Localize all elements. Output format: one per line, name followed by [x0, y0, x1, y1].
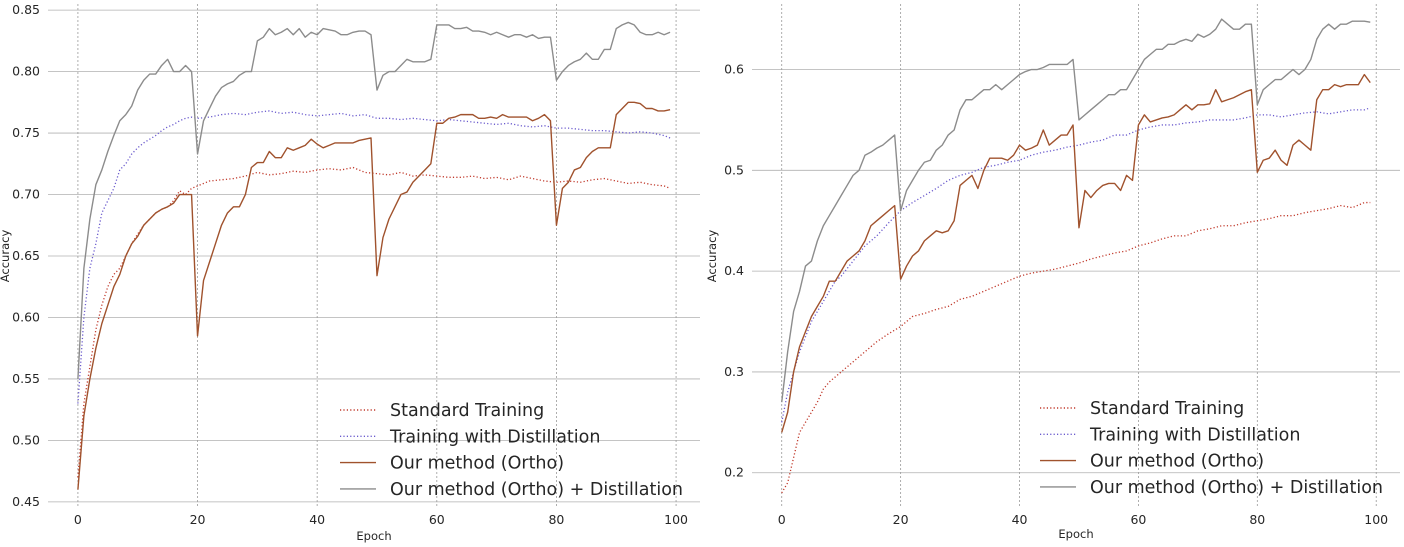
- y-axis-label: Accuracy: [705, 230, 719, 283]
- legend-label: Our method (Ortho) + Distillation: [1090, 478, 1383, 498]
- y-tick-label: 0.70: [12, 187, 40, 202]
- x-tick-label: 40: [309, 512, 325, 527]
- series-line-3: [781, 73, 1371, 433]
- legend-label: Standard Training: [1090, 399, 1244, 419]
- y-tick-label: 0.65: [12, 248, 40, 263]
- y-tick-label: 0.2: [724, 465, 744, 480]
- series-line-4: [781, 18, 1371, 403]
- x-tick-label: 60: [1130, 512, 1146, 527]
- legend-label: Training with Distillation: [1089, 425, 1300, 445]
- y-tick-label: 0.4: [724, 263, 744, 278]
- legend-label: Our method (Ortho): [390, 454, 564, 474]
- y-tick-label: 0.3: [724, 364, 744, 379]
- y-tick-label: 0.6: [724, 62, 744, 77]
- y-tick-label: 0.50: [12, 432, 40, 447]
- y-tick-label: 0.75: [12, 125, 40, 140]
- y-axis-label: Accuracy: [0, 230, 12, 283]
- chart-panel-2: 0.2 0.3 0.4 0.5 0.6 0 20 40 60 80 100 Epoch Accuracy…: [705, 4, 1400, 541]
- series-line-4: [77, 21, 671, 379]
- series-line-1: [77, 166, 671, 478]
- legend-label: Our method (Ortho): [1090, 452, 1264, 472]
- y-tick-label: 0.60: [12, 309, 40, 324]
- series-line-2: [781, 107, 1371, 423]
- x-axis-label: Epoch: [1058, 527, 1093, 541]
- x-tick-label: 20: [893, 512, 909, 527]
- legend: Standard Training Training with Distillat…: [340, 401, 683, 500]
- x-tick-label: 80: [1249, 512, 1265, 527]
- y-tick-label: 0.45: [12, 494, 40, 509]
- legend-label: Our method (Ortho) + Distillation: [390, 480, 683, 500]
- x-tick-label: 20: [190, 512, 206, 527]
- y-tick-label: 0.80: [12, 64, 40, 79]
- series-line-2: [77, 110, 671, 404]
- legend: Standard Training Training with Distillat…: [1040, 399, 1383, 498]
- x-tick-label: 0: [74, 512, 82, 527]
- x-tick-label: 0: [778, 512, 786, 527]
- x-axis-label: Epoch: [356, 529, 391, 543]
- series-line-3: [77, 101, 671, 490]
- legend-label: Standard Training: [390, 401, 544, 421]
- y-tick-label: 0.55: [12, 371, 40, 386]
- y-tick-label: 0.85: [12, 2, 40, 17]
- series-line-1: [781, 201, 1371, 494]
- x-tick-label: 40: [1012, 512, 1028, 527]
- chart-panel-1: 0.45 0.50 0.55 0.60 0.65 0.70 0.75 0.80 0.85 0 20 4…: [0, 2, 700, 543]
- x-tick-label: 100: [1364, 512, 1388, 527]
- x-tick-label: 80: [548, 512, 564, 527]
- y-tick-label: 0.5: [724, 162, 744, 177]
- legend-label: Training with Distillation: [389, 427, 600, 447]
- x-tick-label: 60: [429, 512, 445, 527]
- x-tick-label: 100: [664, 512, 688, 527]
